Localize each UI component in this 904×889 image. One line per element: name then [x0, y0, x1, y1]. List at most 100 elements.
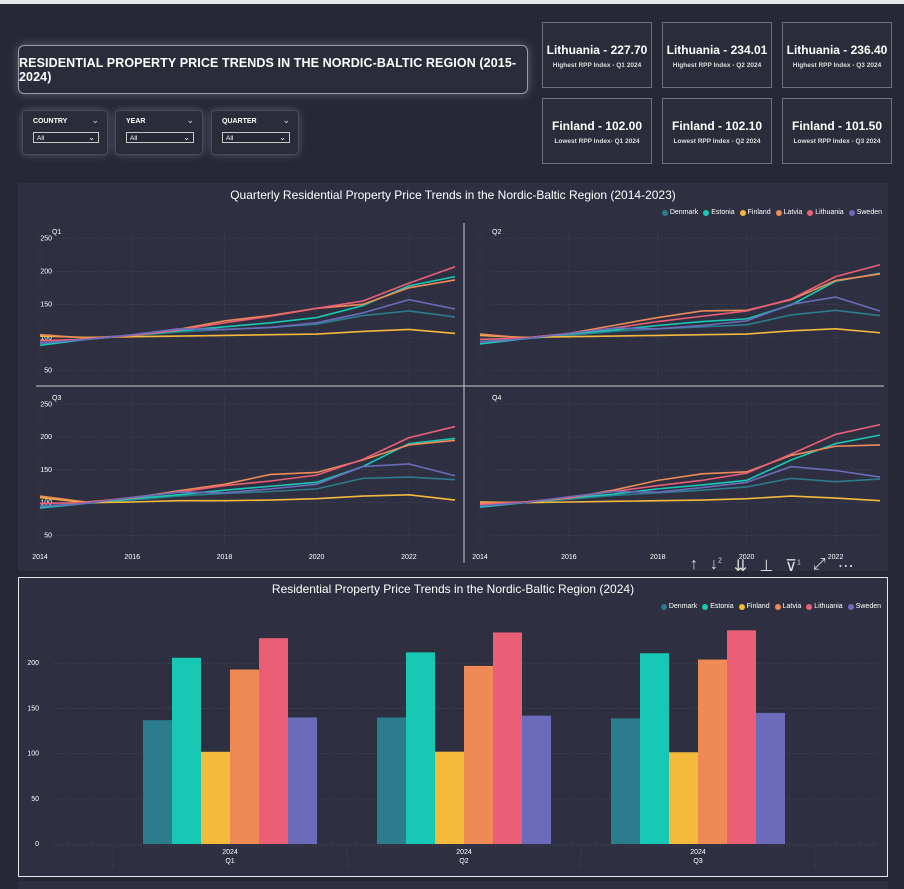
next-visual-edge	[18, 881, 888, 889]
bar-chart-svg: 0 50 100 150 200 2024 Q1 2024 Q2 2024 Q3	[27, 630, 877, 870]
kpi-card-subtitle: Highest RPP Index - Q3 2024	[792, 62, 882, 69]
bar-latvia-q3[interactable]	[698, 659, 727, 844]
series-line-lithuania[interactable]	[479, 423, 881, 506]
legend-label: Estonia	[710, 603, 734, 610]
series-line-finland[interactable]	[39, 493, 456, 504]
x-tick-year: 2024	[456, 849, 472, 856]
kpi-card-value: Lithuania - 236.40	[786, 43, 888, 57]
legend-item[interactable]: Sweden	[847, 603, 881, 610]
legend-item[interactable]: Finland	[738, 603, 770, 610]
bar-lithuania-q3[interactable]	[727, 630, 756, 844]
series-line-latvia[interactable]	[479, 444, 881, 505]
y-tick-label: 250	[40, 401, 52, 408]
x-tick-label: 2022	[828, 554, 844, 561]
legend-item[interactable]: Estonia	[703, 209, 735, 216]
legend-label: Sweden	[856, 209, 882, 216]
bar-sweden-q1[interactable]	[288, 717, 317, 844]
legend-label: Sweden	[855, 603, 881, 610]
focus-mode-icon[interactable]: ⤢	[812, 556, 826, 573]
legend-marker	[848, 209, 855, 216]
series-line-finland[interactable]	[479, 495, 881, 504]
x-tick-quarter: Q3	[693, 858, 702, 865]
kpi-card-subtitle: Highest RPP Index - Q2 2024	[672, 62, 762, 69]
chevron-down-icon[interactable]: ⌄	[186, 115, 194, 125]
bar-denmark-q1[interactable]	[143, 720, 172, 844]
bar-finland-q3[interactable]	[669, 752, 698, 844]
x-tick-label: 2022	[401, 554, 417, 561]
kpi-card-value: Lithuania - 234.01	[666, 43, 768, 57]
kpi-card-lowest-q2: Finland - 102.10 Lowest RPP Index - Q2 2…	[662, 98, 772, 164]
legend-label: Lithuania	[814, 603, 843, 610]
bar-estonia-q1[interactable]	[172, 657, 201, 844]
drill-down-icon[interactable]: ↓2	[710, 556, 722, 573]
series-line-sweden[interactable]	[479, 296, 881, 343]
kpi-card-subtitle: Lowest RPP Index - Q2 2024	[673, 138, 761, 145]
bar-estonia-q2[interactable]	[406, 652, 435, 844]
bar-lithuania-q1[interactable]	[259, 638, 288, 844]
quarter-slicer[interactable]: QUARTER ⌄ All ⌄	[211, 110, 299, 155]
series-line-sweden[interactable]	[479, 465, 881, 507]
series-line-sweden[interactable]	[39, 463, 456, 508]
series-line-finland[interactable]	[39, 328, 456, 339]
series-line-finland[interactable]	[479, 327, 881, 339]
chevron-down-icon[interactable]: ⌄	[91, 115, 99, 125]
x-tick-label: 2014	[32, 554, 48, 561]
x-tick-year: 2024	[222, 849, 238, 856]
legend-label: Latvia	[783, 209, 803, 216]
legend-marker	[847, 603, 854, 610]
series-line-estonia[interactable]	[39, 437, 456, 509]
more-options-icon[interactable]: ⋯	[837, 558, 854, 575]
bar-lithuania-q2[interactable]	[493, 632, 522, 844]
legend-item[interactable]: Sweden	[848, 209, 882, 216]
legend-item[interactable]: Lithuania	[806, 603, 843, 610]
legend-item[interactable]: Latvia	[775, 209, 803, 216]
bar-chart-panel[interactable]: Residential Property Price Trends in the…	[18, 577, 888, 877]
chevron-down-icon: ⌄	[88, 133, 95, 142]
y-tick-label: 150	[40, 301, 52, 308]
series-line-estonia[interactable]	[479, 434, 881, 509]
drill-up-icon[interactable]: ↑	[690, 556, 698, 573]
legend-item[interactable]: Latvia	[774, 603, 801, 610]
legend-item[interactable]: Finland	[739, 209, 771, 216]
x-tick-quarter: Q1	[225, 858, 234, 865]
legend-item[interactable]: Estonia	[702, 603, 734, 610]
country-slicer[interactable]: COUNTRY ⌄ All ⌄	[22, 110, 108, 155]
panel-label: Q2	[492, 229, 501, 236]
bar-denmark-q2[interactable]	[377, 717, 406, 844]
bar-finland-q1[interactable]	[201, 751, 230, 844]
bar-denmark-q3[interactable]	[611, 718, 640, 844]
bar-latvia-q1[interactable]	[230, 669, 259, 844]
legend-item[interactable]: Lithuania	[807, 209, 844, 216]
legend-marker	[660, 603, 667, 610]
kpi-card-highest-q2: Lithuania - 234.01 Highest RPP Index - Q…	[662, 22, 772, 88]
line-chart-panel[interactable]: Quarterly Residential Property Price Tre…	[18, 183, 888, 571]
country-dropdown[interactable]: All ⌄	[33, 132, 99, 143]
bar-latvia-q2[interactable]	[464, 665, 493, 844]
x-tick-label: 2020	[739, 554, 755, 561]
bar-estonia-q3[interactable]	[640, 653, 669, 844]
kpi-card-highest-q3: Lithuania - 236.40 Highest RPP Index - Q…	[782, 22, 892, 88]
expand-next-level-icon[interactable]: ⇊	[733, 558, 748, 575]
y-tick-label: 100	[27, 751, 39, 758]
quarter-dropdown[interactable]: All ⌄	[222, 132, 290, 143]
y-tick-label: 50	[31, 796, 39, 803]
year-slicer[interactable]: YEAR ⌄ All ⌄	[115, 110, 203, 155]
legend-item[interactable]: Denmark	[661, 209, 698, 216]
bar-sweden-q3[interactable]	[756, 712, 785, 844]
kpi-card-value: Lithuania - 227.70	[546, 43, 648, 57]
chevron-down-icon[interactable]: ⌄	[282, 115, 290, 125]
legend-item[interactable]: Denmark	[660, 603, 697, 610]
line-chart-title: Quarterly Residential Property Price Tre…	[230, 188, 676, 202]
quarter-dropdown-value: All	[226, 135, 234, 142]
series-line-sweden[interactable]	[39, 298, 456, 345]
legend-label: Estonia	[711, 209, 735, 216]
kpi-card-lowest-q1: Finland - 102.00 Lowest RPP Index- Q1 20…	[542, 98, 652, 164]
bar-finland-q2[interactable]	[435, 751, 464, 844]
year-dropdown[interactable]: All ⌄	[126, 132, 194, 143]
filter-icon[interactable]: ⊽1	[785, 558, 801, 575]
year-dropdown-value: All	[130, 135, 138, 142]
expand-hierarchy-icon[interactable]: ⊥	[759, 558, 774, 575]
y-tick-label: 200	[40, 268, 52, 275]
kpi-card-subtitle: Highest RPP Index - Q1 2024	[552, 62, 642, 69]
bar-sweden-q2[interactable]	[522, 715, 551, 844]
